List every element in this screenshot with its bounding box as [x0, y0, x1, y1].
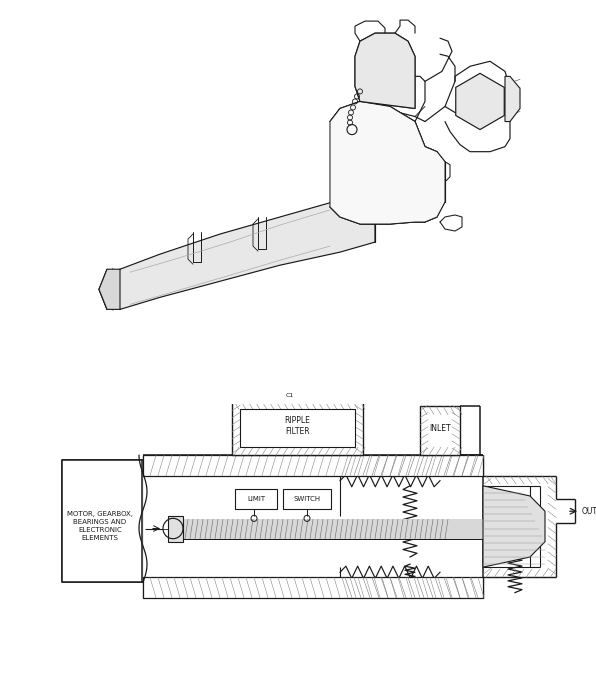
Bar [285, 384, 295, 391]
Text: INLET: INLET [429, 424, 451, 433]
Text: MOTOR, GEARBOX,
BEARINGS AND
ELECTRONIC
ELEMENTS: MOTOR, GEARBOX, BEARINGS AND ELECTRONIC … [67, 512, 133, 541]
Polygon shape [330, 102, 445, 224]
Bar [62, 460, 142, 582]
Bar [143, 455, 483, 476]
Bar [175, 520, 483, 539]
Bar [420, 406, 460, 455]
Bar [280, 391, 300, 401]
Polygon shape [120, 190, 375, 309]
Bar [143, 578, 483, 598]
Text: OUTLET: OUTLET [582, 507, 596, 516]
Bar [235, 489, 277, 509]
Polygon shape [505, 76, 520, 121]
Bar [168, 516, 183, 542]
Text: LIMIT: LIMIT [247, 496, 265, 502]
Polygon shape [99, 269, 120, 309]
Polygon shape [456, 73, 504, 129]
Polygon shape [330, 102, 445, 224]
Bar [240, 410, 355, 447]
Polygon shape [483, 486, 545, 568]
Text: C1: C1 [286, 393, 294, 398]
Text: SWITCH: SWITCH [293, 496, 321, 502]
Polygon shape [355, 33, 415, 109]
Bar [232, 401, 363, 455]
Bar [283, 489, 331, 509]
Text: RIPPLE
FILTER: RIPPLE FILTER [284, 417, 311, 436]
